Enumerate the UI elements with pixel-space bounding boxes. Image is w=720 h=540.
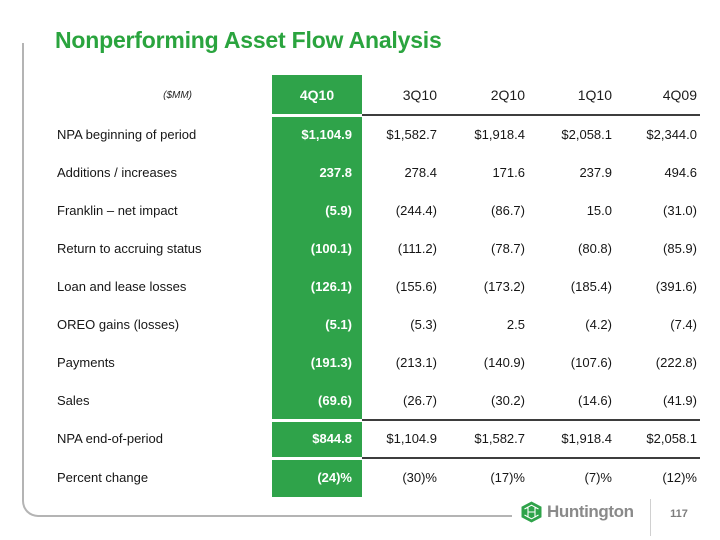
huntington-logo: Huntington	[521, 501, 634, 523]
row-label: Loan and lease losses	[57, 278, 187, 294]
row-label: Additions / increases	[57, 164, 177, 180]
table-row: NPA beginning of period $1,104.9 $1,582.7 $…	[57, 115, 700, 153]
value-4q10: (100.1)	[310, 240, 352, 256]
table-subtotal-rule-bottom	[362, 457, 700, 459]
page-number: 117	[670, 508, 688, 520]
value-4q10: $1,104.9	[301, 126, 352, 142]
column-header-4q09: 4Q09	[662, 87, 697, 103]
value-2q10: $1,582.7	[474, 430, 525, 446]
table-row: Franklin – net impact (5.9) (244.4) (86.7) 1…	[57, 191, 700, 229]
value-2q10: (140.9)	[483, 354, 525, 370]
table-row: Loan and lease losses (126.1) (155.6) (173.…	[57, 267, 700, 305]
value-2q10: (173.2)	[483, 278, 525, 294]
value-1q10: (185.4)	[570, 278, 612, 294]
value-4q09: (7.4)	[670, 316, 697, 332]
value-3q10: (155.6)	[395, 278, 437, 294]
table-row: Sales (69.6) (26.7) (30.2) (14.6) (41.9)	[57, 381, 700, 419]
value-4q10: (5.9)	[325, 202, 352, 218]
column-header-2q10: 2Q10	[490, 87, 525, 103]
table-row: OREO gains (losses) (5.1) (5.3) 2.5 (4.2) (7.…	[57, 305, 700, 343]
table-row: Percent change (24)% (30)% (17)% (7)% (12)%	[57, 457, 700, 497]
table-subtotal-rule-top	[362, 419, 700, 421]
npa-flow-table: ($MM) 4Q10 3Q10 2Q10 1Q10 4Q09 NPA begin…	[57, 75, 700, 497]
value-4q09: 494.6	[664, 164, 697, 180]
value-2q10: (17)%	[490, 469, 525, 485]
row-label: Return to accruing status	[57, 240, 202, 256]
table-row: Return to accruing status (100.1) (111.2) (…	[57, 229, 700, 267]
highlight-column-gap	[272, 457, 362, 460]
value-3q10: (244.4)	[395, 202, 437, 218]
value-3q10: (30)%	[402, 469, 437, 485]
row-label: Percent change	[57, 469, 149, 485]
highlight-column-gap	[272, 114, 362, 117]
row-label: Sales	[57, 392, 90, 408]
value-4q10: (191.3)	[310, 354, 352, 370]
row-label: Franklin – net impact	[57, 202, 178, 218]
value-2q10: (30.2)	[491, 392, 525, 408]
table-row: Additions / increases 237.8 278.4 171.6 237.…	[57, 153, 700, 191]
value-4q10: (24)%	[317, 469, 352, 485]
value-1q10: 237.9	[579, 164, 612, 180]
value-1q10: (14.6)	[578, 392, 612, 408]
value-4q09: $2,344.0	[646, 126, 697, 142]
highlight-column-gap	[272, 419, 362, 422]
table-header-rule	[362, 114, 700, 116]
value-2q10: (86.7)	[491, 202, 525, 218]
slide-frame-border	[22, 43, 512, 517]
value-2q10: 2.5	[506, 316, 525, 332]
value-4q09: $2,058.1	[646, 430, 697, 446]
value-2q10: (78.7)	[491, 240, 525, 256]
slide-title: Nonperforming Asset Flow Analysis	[55, 27, 442, 53]
value-4q09: (31.0)	[663, 202, 697, 218]
row-label: NPA beginning of period	[57, 126, 197, 142]
row-label: OREO gains (losses)	[57, 316, 180, 332]
value-4q09: (391.6)	[655, 278, 697, 294]
value-1q10: $2,058.1	[561, 126, 612, 142]
value-4q10: 237.8	[319, 164, 352, 180]
value-3q10: 278.4	[404, 164, 437, 180]
value-1q10: (107.6)	[570, 354, 612, 370]
npa-table-body: NPA beginning of period $1,104.9 $1,582.7 $…	[57, 115, 700, 497]
value-3q10: (26.7)	[403, 392, 437, 408]
value-2q10: $1,918.4	[474, 126, 525, 142]
value-1q10: $1,918.4	[561, 430, 612, 446]
value-1q10: 15.0	[586, 202, 612, 218]
value-4q09: (85.9)	[663, 240, 697, 256]
value-4q10: $844.8	[312, 430, 352, 446]
table-row: Payments (191.3) (213.1) (140.9) (107.6) (222…	[57, 343, 700, 381]
value-1q10: (4.2)	[585, 316, 612, 332]
row-label: Payments	[57, 354, 115, 370]
huntington-hexagon-icon	[521, 501, 542, 523]
unit-label: ($MM)	[163, 89, 192, 101]
value-2q10: 171.6	[492, 164, 525, 180]
value-4q10: (126.1)	[310, 278, 352, 294]
column-header-3q10: 3Q10	[402, 87, 437, 103]
column-header-1q10: 1Q10	[577, 87, 612, 103]
value-4q10: (5.1)	[325, 316, 352, 332]
value-4q09: (222.8)	[655, 354, 697, 370]
value-1q10: (80.8)	[578, 240, 612, 256]
value-3q10: (213.1)	[395, 354, 437, 370]
table-row: NPA end-of-period $844.8 $1,104.9 $1,582.7 $…	[57, 419, 700, 457]
highlight-column-background	[272, 75, 362, 497]
value-3q10: (5.3)	[410, 316, 437, 332]
value-3q10: (111.2)	[397, 240, 437, 256]
value-1q10: (7)%	[584, 469, 612, 485]
value-3q10: $1,104.9	[386, 430, 437, 446]
value-4q10: (69.6)	[318, 392, 352, 408]
row-label: NPA end-of-period	[57, 430, 163, 446]
table-header-row: ($MM) 4Q10 3Q10 2Q10 1Q10 4Q09	[57, 75, 700, 115]
column-header-4q10: 4Q10	[299, 87, 335, 103]
value-4q09: (41.9)	[663, 392, 697, 408]
huntington-logo-text: Huntington	[547, 502, 634, 521]
value-4q09: (12)%	[662, 469, 697, 485]
footer-separator	[650, 499, 651, 536]
value-3q10: $1,582.7	[386, 126, 437, 142]
